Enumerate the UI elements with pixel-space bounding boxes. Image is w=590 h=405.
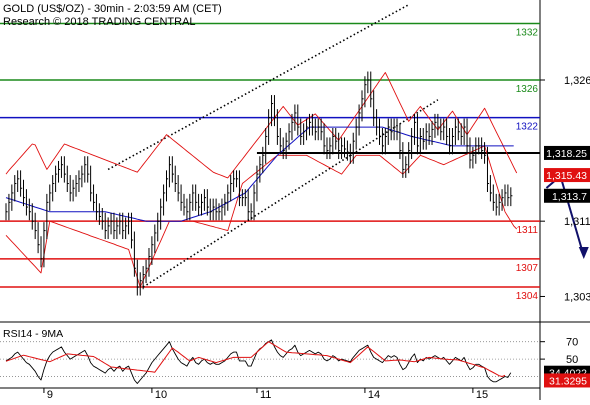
level-label-1326: 1326	[516, 84, 539, 95]
pivot-value-tag-bg	[544, 145, 590, 160]
bollinger-upper-band	[5, 72, 518, 179]
secondary-value-tag: 1,315.43	[546, 170, 587, 182]
rsi-line	[5, 339, 512, 384]
current-value-tag-bg	[544, 188, 590, 203]
trendline-upper	[107, 4, 410, 171]
day-tick-label: 11	[260, 389, 271, 400]
bollinger-lower-band	[5, 145, 518, 288]
rsi-title: RSI14 - 9MA	[3, 328, 63, 340]
level-label-1311: 1311	[516, 225, 538, 236]
rsi-ma-value-tag-bg	[544, 373, 590, 388]
rsi-ma-value-tag: 31.3295	[549, 375, 587, 387]
day-tick-label: 9	[47, 389, 53, 400]
rsi-ma-line	[5, 341, 506, 377]
secondary-value-tag-bg	[544, 168, 590, 183]
day-tick-label: 14	[368, 389, 380, 400]
projection-arrow-head	[578, 247, 589, 259]
rsi-tick-label: 70	[566, 337, 578, 349]
chart-title: GOLD (US$/OZ) - 30min - 2:03:59 AM (CET)	[3, 3, 222, 15]
day-tick-label: 15	[476, 389, 488, 400]
pivot-value-tag: 1,318.25	[546, 148, 587, 160]
price-tick-label: 1,326	[564, 75, 590, 87]
price-tick-label: 1,303	[564, 291, 590, 303]
level-label-1307: 1307	[516, 263, 539, 274]
rsi-tick-label: 50	[566, 354, 578, 366]
level-label-1304: 1304	[516, 291, 539, 302]
level-label-1332: 1332	[516, 28, 539, 39]
chart-copyright: Research © 2018 TRADING CENTRAL	[3, 16, 196, 28]
day-tick-label: 10	[155, 389, 167, 400]
level-label-1322: 1322	[516, 122, 539, 133]
price-bars	[5, 71, 513, 296]
price-tick-label: 1,311	[564, 216, 590, 228]
current-value-tag: 1,313.7	[552, 191, 587, 203]
